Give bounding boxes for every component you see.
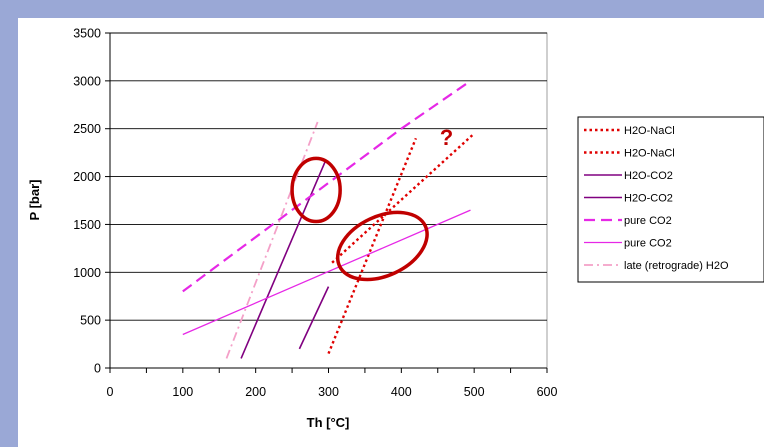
y-tick-label-7: 3500 <box>73 27 101 41</box>
y-tick-label-0: 0 <box>94 362 101 376</box>
y-tick-label-3: 1500 <box>73 218 101 232</box>
legend: H2O-NaCl H2O-NaCl H2O-CO2 H2O-CO2 pure CO2 pu… <box>577 116 764 283</box>
x-tick-label-5: 500 <box>464 385 485 399</box>
legend-label-5: pure CO2 <box>624 238 672 250</box>
plot-area <box>109 32 548 369</box>
y-tick-label-2: 1000 <box>73 266 101 280</box>
x-tick-label-4: 400 <box>391 385 412 399</box>
y-tick-label-6: 3000 <box>73 74 101 88</box>
y-tick-label-5: 2500 <box>73 122 101 136</box>
series-line-0 <box>327 137 418 355</box>
legend-label-4: pure CO2 <box>624 215 672 227</box>
series-lines <box>182 79 476 359</box>
legend-label-1: H2O-NaCl <box>624 148 675 160</box>
series-line-5 <box>182 209 471 336</box>
x-tick-label-2: 200 <box>245 385 266 399</box>
series-line-4 <box>182 79 472 293</box>
x-tick-label-6: 600 <box>537 385 558 399</box>
legend-box <box>577 116 764 283</box>
tick-labels: 0 500 1000 1500 2000 2500 3000 3500 0 100 200 300 40… <box>73 27 557 400</box>
legend-label-0: H2O-NaCl <box>624 125 675 137</box>
x-tick-label-1: 100 <box>172 385 193 399</box>
series-line-6 <box>225 121 319 359</box>
x-tick-label-3: 300 <box>318 385 339 399</box>
legend-label-2: H2O-CO2 <box>624 170 673 182</box>
y-axis-label: P [bar] <box>27 180 42 221</box>
x-tick-label-0: 0 <box>107 385 114 399</box>
x-axis-label: Th [°C] <box>307 415 350 430</box>
legend-label-6: late (retrograde) H2O <box>624 260 729 272</box>
annotations: ? <box>290 125 453 282</box>
grid-lines <box>110 32 547 321</box>
highlight-ellipse-0 <box>290 156 342 224</box>
series-line-1 <box>331 132 476 264</box>
highlight-ellipse-1 <box>335 210 429 282</box>
y-tick-label-4: 2000 <box>73 170 101 184</box>
question-mark-annotation: ? <box>440 125 453 150</box>
series-line-3 <box>298 286 330 350</box>
y-tick-label-1: 500 <box>80 314 101 328</box>
legend-label-3: H2O-CO2 <box>624 193 673 205</box>
